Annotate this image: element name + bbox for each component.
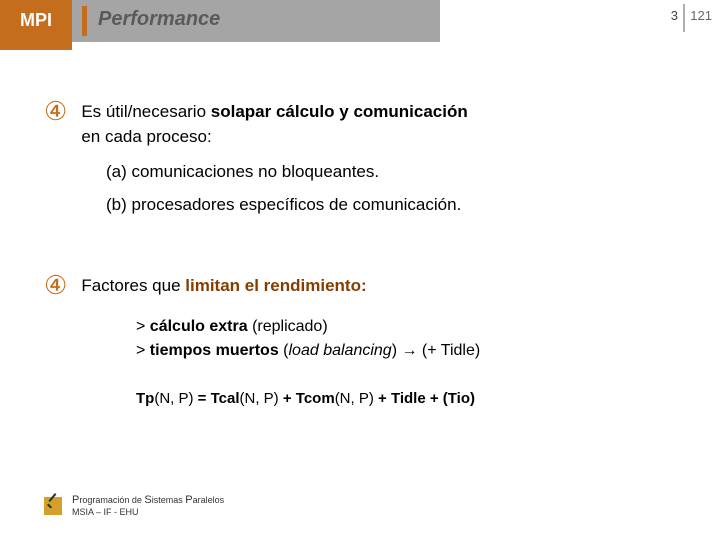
bullet-2: ④ Factores que limitan el rendimiento:	[44, 274, 690, 299]
bullet-1-sub-b: (b) procesadores específicos de comunica…	[106, 192, 690, 218]
eq-b2: = Tcal	[198, 390, 240, 407]
bullet-1-bold: solapar cálculo y comunicación	[211, 102, 468, 121]
content-area: ④ Es útil/necesario solapar cálculo y co…	[44, 100, 690, 407]
gt2-paren-open: (	[279, 342, 289, 359]
footer-line1: Programación de Sistemas Paralelos	[72, 494, 224, 507]
section-number: 3	[671, 8, 678, 23]
gt1-bold: cálculo extra	[150, 318, 248, 335]
footer-text: Programación de Sistemas Paralelos MSIA …	[72, 494, 224, 518]
bullet-2-pre: Factores que	[81, 276, 185, 295]
gt2-post: (+ Tidle)	[417, 342, 480, 359]
bullet-2-bold: limitan el rendimiento:	[185, 276, 366, 295]
page-number: 121	[690, 8, 712, 23]
gt2-italic: load balancing	[289, 342, 392, 359]
checkmark-icon	[44, 497, 62, 515]
slide-title: Performance	[98, 8, 220, 31]
eq-p3: (N, P)	[335, 390, 378, 407]
page-divider	[683, 4, 685, 32]
bullet-2-text: Factores que limitan el rendimiento:	[81, 274, 366, 299]
gt2-pre: >	[136, 342, 150, 359]
f-rog: rogramación de	[79, 495, 144, 505]
f-P2: P	[185, 494, 192, 506]
bullet-marker-icon: ④	[44, 272, 67, 298]
arrow-icon: →	[401, 342, 417, 359]
eq-p2: (N, P)	[240, 390, 283, 407]
gt1-pre: >	[136, 318, 150, 335]
gt1-post: (replicado)	[248, 318, 328, 335]
footer: Programación de Sistemas Paralelos MSIA …	[44, 494, 224, 518]
eq-b1: Tp	[136, 390, 154, 407]
footer-line2: MSIA – IF - EHU	[72, 507, 224, 518]
bullet-1-sub-a: (a) comunicaciones no bloqueantes.	[106, 159, 690, 185]
bullet-1-pre: Es útil/necesario	[81, 102, 210, 121]
mpi-box: MPI	[0, 0, 72, 50]
mpi-label: MPI	[20, 10, 52, 31]
bullet-marker-icon: ④	[44, 98, 67, 124]
eq-p1: (N, P)	[154, 390, 197, 407]
f-ara: aralelos	[193, 495, 225, 505]
gt-line-1: > cálculo extra (replicado) > tiempos mu…	[136, 315, 690, 365]
eq-b4: + Tidle + (Tio)	[378, 390, 475, 407]
bullet-1-text: Es útil/necesario solapar cálculo y comu…	[81, 100, 467, 149]
bullet-1-line2: en cada proceso:	[81, 127, 211, 146]
eq-b3: + Tcom	[283, 390, 335, 407]
equation-line: Tp(N, P) = Tcal(N, P) + Tcom(N, P) + Tid…	[136, 390, 690, 407]
header-divider	[82, 6, 87, 36]
bullet-1: ④ Es útil/necesario solapar cálculo y co…	[44, 100, 690, 149]
slide: MPI Performance 3 121 ④ Es útil/necesari…	[0, 0, 720, 540]
f-S: S	[144, 494, 151, 506]
f-ist: istemas	[152, 495, 186, 505]
gt2-bold: tiempos muertos	[150, 342, 279, 359]
